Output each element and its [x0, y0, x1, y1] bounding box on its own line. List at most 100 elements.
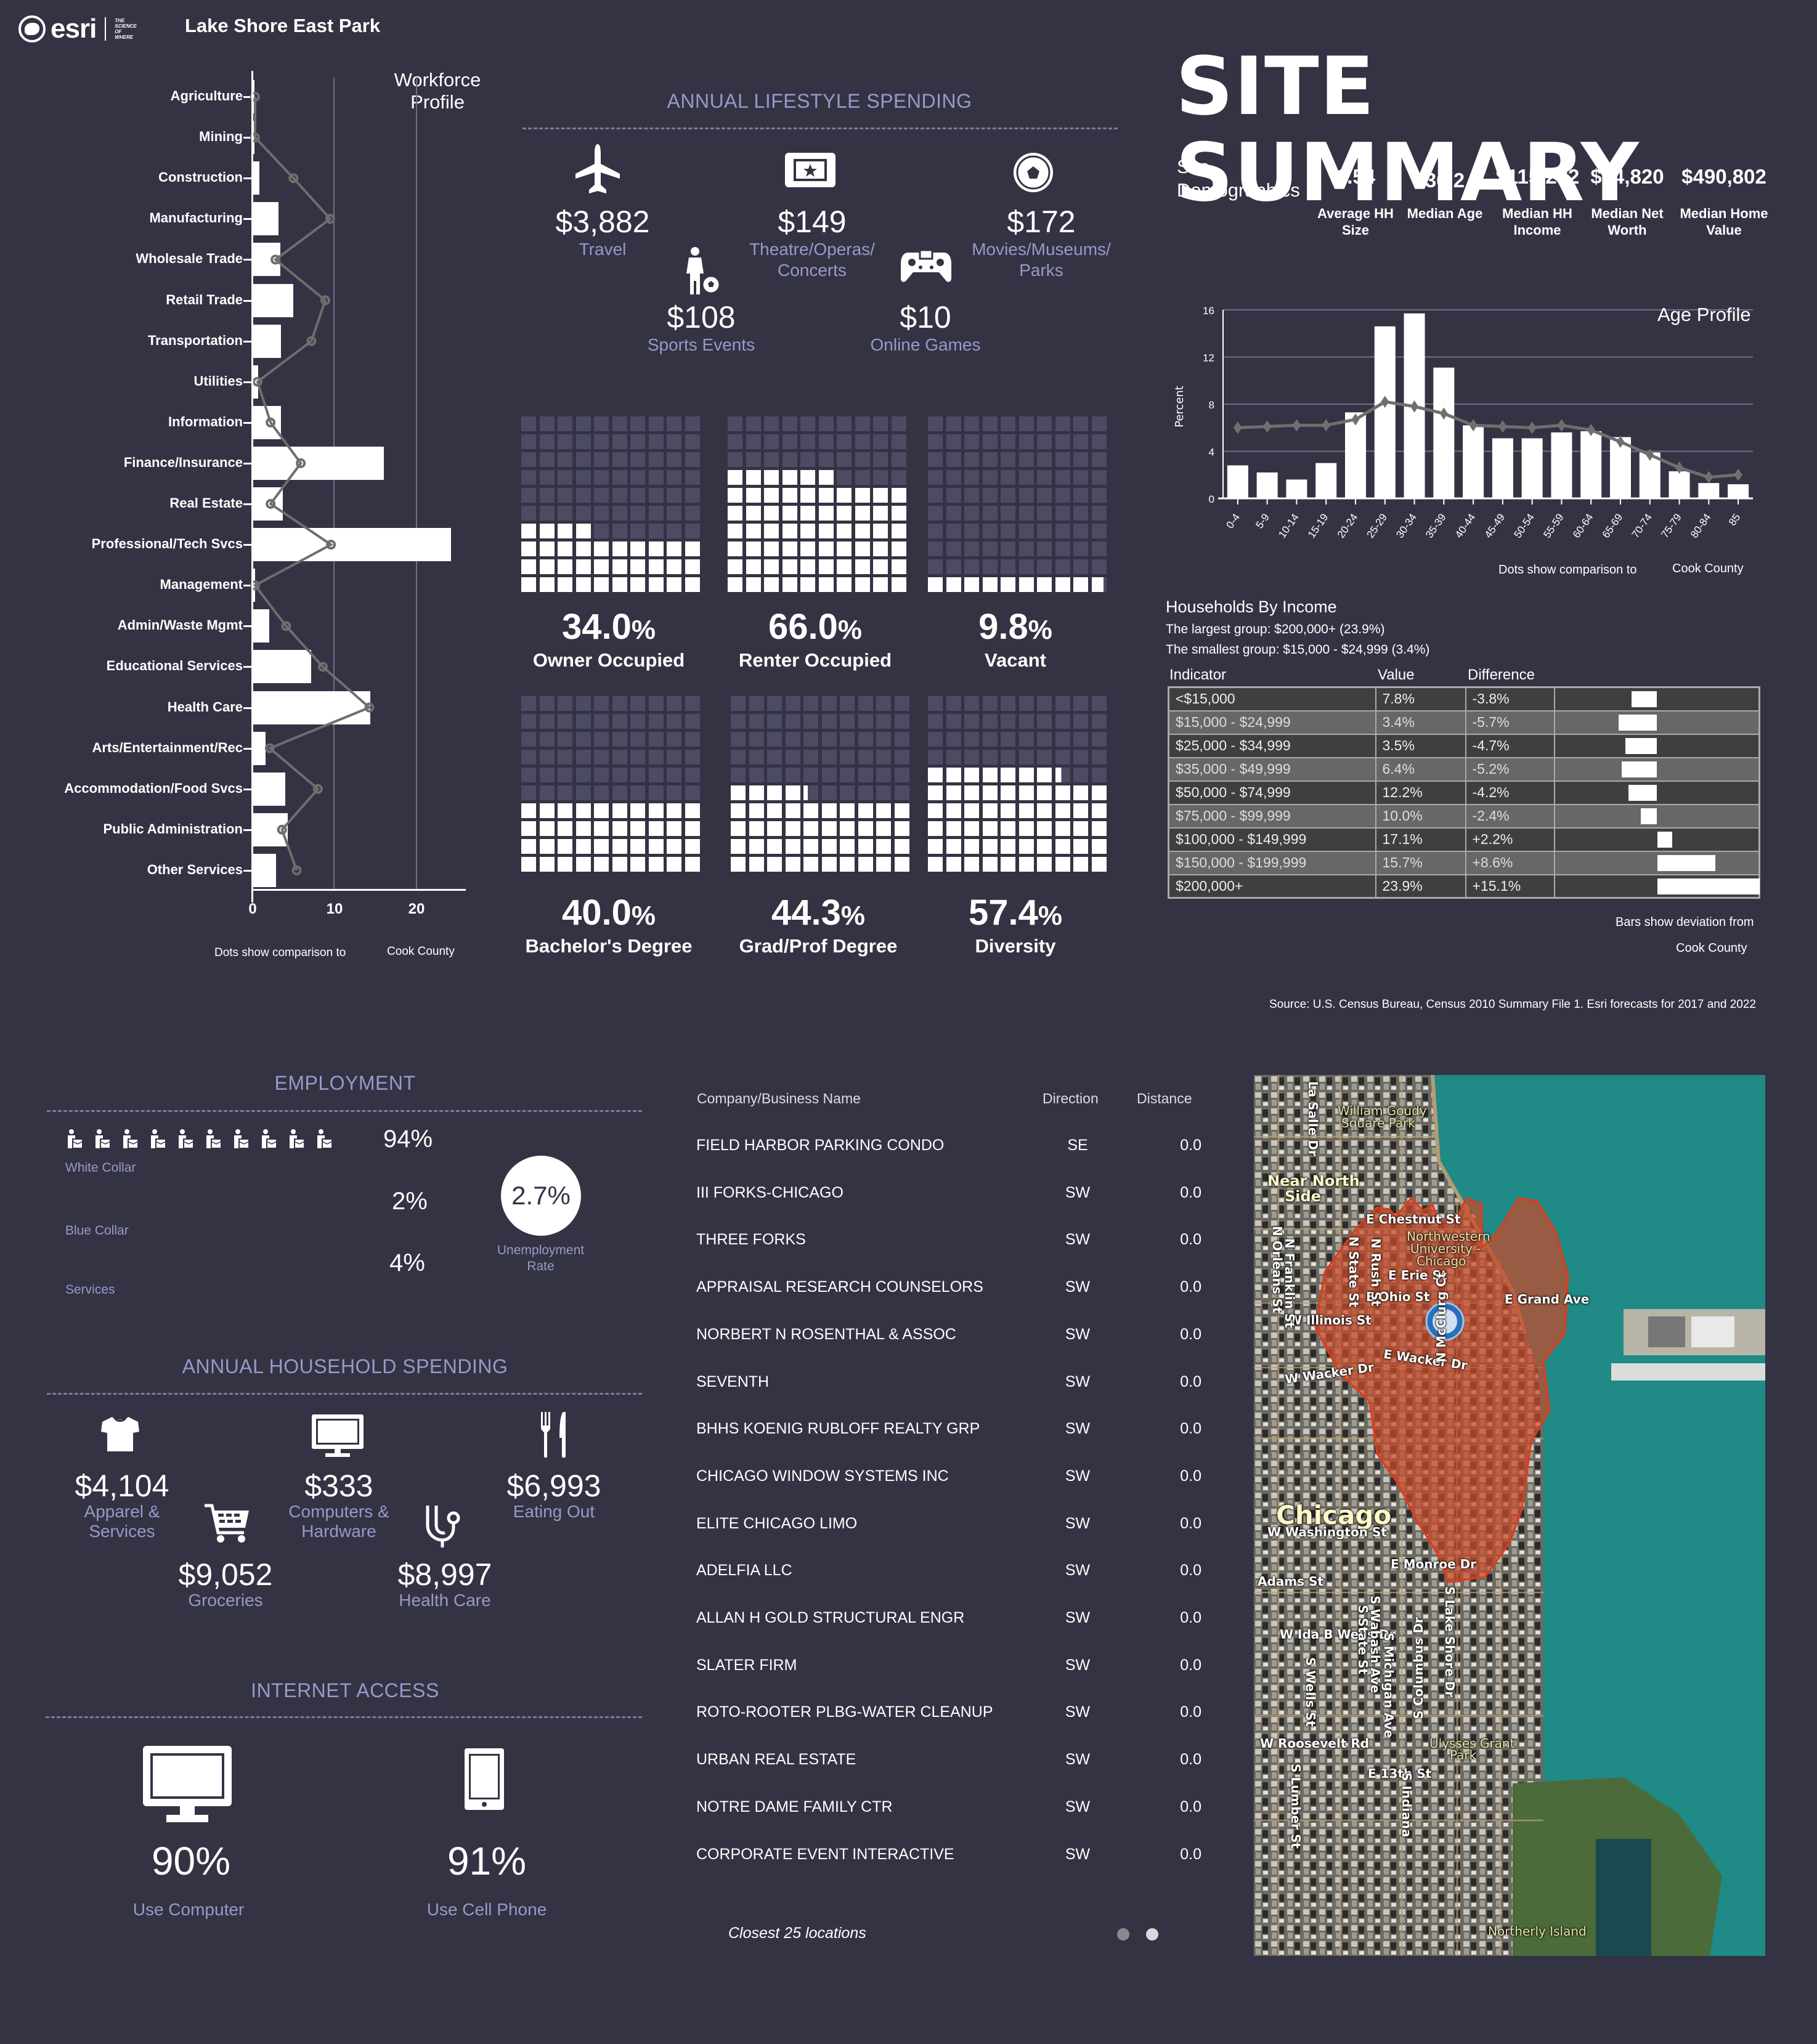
waffle-cell: [594, 559, 609, 574]
business-row[interactable]: APPRAISAL RESEARCH COUNSELORS SW 0.0: [696, 1278, 1201, 1303]
business-row[interactable]: SEVENTH SW 0.0: [696, 1373, 1201, 1398]
column-header-name[interactable]: Company/Business Name: [697, 1090, 861, 1106]
business-row[interactable]: FIELD HARBOR PARKING CONDO SE 0.0: [696, 1137, 1201, 1161]
industry-bar[interactable]: [253, 853, 277, 887]
business-row[interactable]: BHHS KOENIG RUBLOFF REALTY GRP SW 0.0: [696, 1420, 1201, 1445]
business-row[interactable]: CORPORATE EVENT INTERACTIVE SW 0.0: [696, 1846, 1201, 1870]
business-row[interactable]: ALLAN H GOLD STRUCTURAL ENGR SW 0.0: [696, 1609, 1201, 1634]
business-direction: SW: [1065, 1656, 1091, 1674]
industry-bar[interactable]: [253, 283, 294, 317]
industry-label: Agriculture: [170, 88, 243, 103]
waffle-cell: [731, 768, 746, 782]
waffle-cell: [1073, 488, 1088, 503]
comparison-note: Dots show comparison to: [1498, 563, 1637, 577]
waffle-cell: [764, 541, 779, 556]
x-axis: [251, 889, 466, 891]
column-header-indicator: Indicator: [1169, 667, 1227, 683]
industry-bar[interactable]: [253, 121, 254, 155]
column-header-distance[interactable]: Distance: [1137, 1090, 1192, 1106]
column-header-direction[interactable]: Direction: [1043, 1090, 1099, 1106]
waffle-cell: [539, 577, 555, 592]
waffle-cell: [946, 559, 961, 574]
waffle-cell: [946, 839, 961, 854]
industry-bar[interactable]: [253, 731, 266, 765]
business-row[interactable]: ELITE CHICAGO LIMO SW 0.0: [696, 1515, 1201, 1539]
waffle-cell: [1091, 541, 1107, 556]
industry-bar[interactable]: [253, 80, 254, 113]
waffle-cell: [837, 452, 852, 467]
waffle-cell: [782, 559, 797, 574]
column-header-value: Value: [1378, 667, 1415, 683]
business-direction: SW: [1065, 1325, 1091, 1343]
income-row: $15,000 - $24,999 3.4% -5.7%: [1168, 710, 1760, 735]
waffle-cell: [594, 696, 609, 711]
waffle-cell: [575, 732, 591, 747]
industry-bar[interactable]: [253, 609, 269, 643]
business-row[interactable]: SLATER FIRM SW 0.0: [696, 1657, 1201, 1681]
industry-bar[interactable]: [253, 772, 285, 806]
industry-bar[interactable]: [253, 161, 259, 195]
waffle-cell: [558, 768, 572, 782]
comparison-dot: [250, 92, 260, 102]
waffle-cell: [803, 714, 818, 729]
waffle-cell: [731, 714, 746, 729]
waffle-cell: [1018, 714, 1034, 729]
waffle-cell: [1055, 696, 1070, 711]
industry-bar[interactable]: [253, 650, 312, 684]
business-row[interactable]: CHICAGO WINDOW SYSTEMS INC SW 0.0: [696, 1467, 1201, 1492]
waffle-cell: [840, 857, 855, 872]
deviation-county: Cook County: [1676, 941, 1747, 955]
page-dot-1[interactable]: [1117, 1928, 1129, 1941]
value-cell: 15.7%: [1375, 850, 1466, 875]
waffle-cell: [767, 839, 782, 854]
business-row[interactable]: URBAN REAL ESTATE SW 0.0: [696, 1751, 1201, 1775]
waffle-cell: [612, 416, 627, 431]
business-row[interactable]: III FORKS-CHICAGO SW 0.0: [696, 1184, 1201, 1209]
employment-pct-white-collar: 94%: [383, 1125, 433, 1153]
site-map[interactable]: William Goudy Square Park Near North Sid…: [1254, 1075, 1765, 1956]
waffle-cell: [558, 577, 572, 592]
waffle-cell: [894, 714, 909, 729]
waffle-cell: [630, 470, 645, 485]
waffle-cell: [521, 452, 536, 467]
page-dot-2[interactable]: [1146, 1928, 1158, 1941]
difference-cell: +8.6%: [1465, 850, 1555, 875]
industry-bar[interactable]: [253, 202, 279, 236]
waffle-cell: [648, 768, 664, 782]
comparison-dot: [281, 621, 291, 631]
business-name: NORBERT N ROSENTHAL & ASSOC: [696, 1325, 956, 1343]
waffle-cell: [785, 768, 800, 782]
waffle-cell: [891, 524, 906, 538]
waffle-cell: [876, 821, 891, 836]
age-profile-title: Age Profile: [1657, 304, 1751, 325]
waffle-cell: [982, 541, 998, 556]
waffle-cell: [1055, 506, 1070, 521]
business-row[interactable]: NOTRE DAME FAMILY CTR SW 0.0: [696, 1798, 1201, 1823]
indicator-cell: $75,000 - $99,999: [1168, 803, 1376, 829]
business-row[interactable]: THREE FORKS SW 0.0: [696, 1231, 1201, 1255]
waffle-cell: [858, 750, 873, 764]
business-row[interactable]: ROTO-ROOTER PLBG-WATER CLEANUP SW 0.0: [696, 1703, 1201, 1728]
industry-bar[interactable]: [253, 324, 282, 358]
waffle-cell: [558, 488, 572, 503]
waffle-cell: [928, 857, 943, 872]
waffle-cell: [558, 416, 572, 431]
business-row[interactable]: ADELFIA LLC SW 0.0: [696, 1562, 1201, 1586]
waffle-cell: [630, 506, 645, 521]
business-row[interactable]: NORBERT N ROSENTHAL & ASSOC SW 0.0: [696, 1326, 1201, 1350]
worker-briefcase-icon: [96, 1129, 111, 1149]
industry-bar[interactable]: [253, 365, 259, 399]
business-distance: 0.0: [1180, 1278, 1201, 1296]
waffle-cell: [1037, 577, 1052, 592]
waffle-cell: [928, 452, 943, 467]
industry-bar[interactable]: [253, 691, 370, 724]
comparison-county: Cook County: [387, 945, 455, 958]
industry-bar[interactable]: [253, 446, 384, 480]
waffle-cell: [1037, 470, 1052, 485]
map-label: Chicago: [1276, 1500, 1392, 1530]
waffle-cell: [982, 452, 998, 467]
comparison-dot: [296, 458, 306, 468]
industry-bar[interactable]: [253, 528, 451, 562]
waffle-cell: [667, 857, 681, 872]
waffle-cell: [800, 488, 815, 503]
